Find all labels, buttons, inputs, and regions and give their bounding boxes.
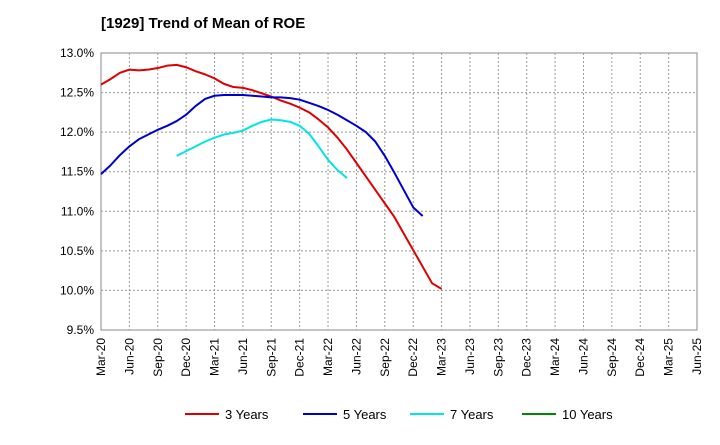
plot-area <box>100 52 698 331</box>
x-tick-label: Dec-20 <box>179 338 193 377</box>
series-line-5-years <box>100 93 424 217</box>
x-tick-label: Jun-23 <box>463 338 477 375</box>
x-tick-label: Jun-25 <box>690 338 704 375</box>
x-tick-label: Jun-24 <box>576 338 590 375</box>
x-tick-label: Jun-20 <box>122 338 136 375</box>
y-tick-label: 11.0% <box>61 204 94 218</box>
y-tick-label: 9.5% <box>67 323 95 337</box>
x-tick-label: Sep-21 <box>264 338 278 377</box>
y-tick-label: 11.5% <box>61 165 94 179</box>
x-tick-label: Mar-21 <box>208 338 222 376</box>
y-tick-label: 12.0% <box>60 125 94 139</box>
x-tick-label: Mar-22 <box>321 338 335 376</box>
x-tick-label: Mar-20 <box>94 338 108 376</box>
y-tick-label: 10.5% <box>60 244 94 258</box>
x-tick-label: Mar-24 <box>548 338 562 376</box>
x-tick-label: Mar-25 <box>662 338 676 376</box>
y-tick-label: 10.0% <box>60 283 94 297</box>
legend-label: 3 Years <box>225 407 269 422</box>
x-tick-label: Dec-24 <box>633 338 647 377</box>
series-line-7-years <box>176 118 348 179</box>
y-tick-label: 12.5% <box>60 86 94 100</box>
x-tick-label: Sep-24 <box>605 338 619 377</box>
x-tick-label: Jun-21 <box>236 338 250 375</box>
legend-label: 10 Years <box>562 407 613 422</box>
chart-title: [1929] Trend of Mean of ROE <box>101 15 305 32</box>
legend-label: 7 Years <box>450 407 494 422</box>
x-tick-label: Sep-22 <box>378 338 392 377</box>
x-tick-label: Dec-21 <box>293 338 307 377</box>
x-tick-label: Dec-22 <box>406 338 420 377</box>
y-tick-label: 13.0% <box>60 46 94 60</box>
x-tick-label: Jun-22 <box>349 338 363 375</box>
x-tick-label: Sep-23 <box>491 338 505 377</box>
x-tick-label: Dec-23 <box>520 338 534 377</box>
x-tick-label: Mar-23 <box>435 338 449 376</box>
legend-label: 5 Years <box>343 407 387 422</box>
x-tick-label: Sep-20 <box>151 338 165 377</box>
